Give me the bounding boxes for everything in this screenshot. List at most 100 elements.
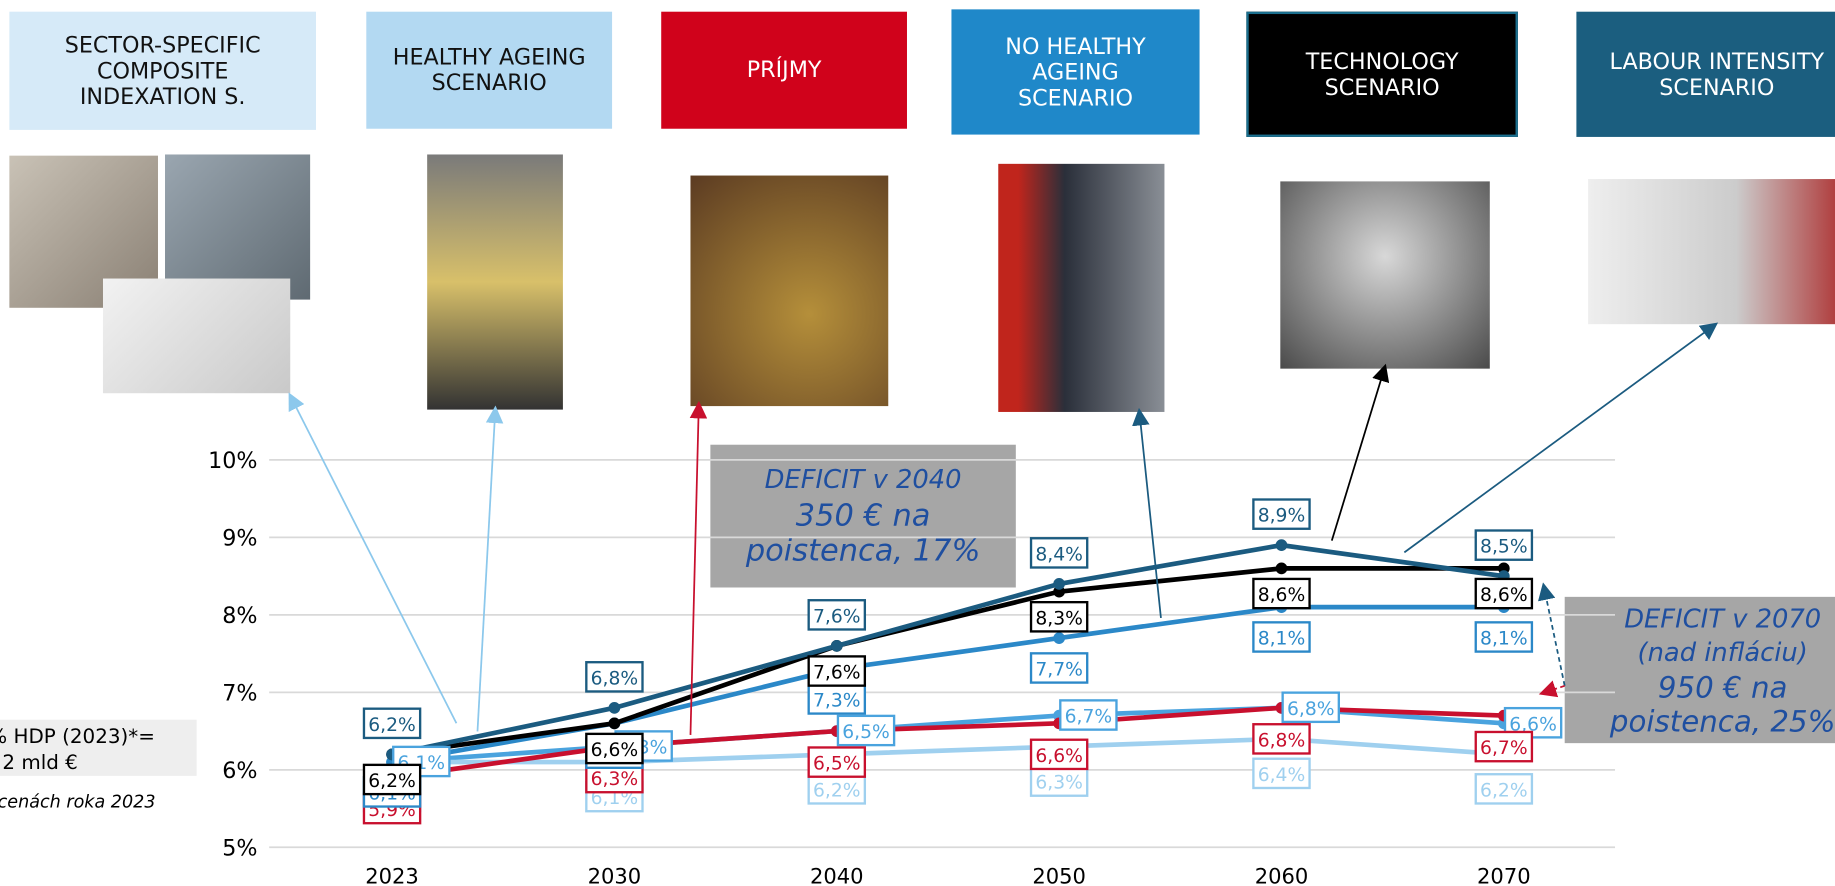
point bbox=[386, 756, 398, 768]
value-label: 8,1% bbox=[1480, 629, 1528, 650]
point bbox=[1498, 563, 1510, 575]
value-label-box bbox=[1476, 622, 1532, 651]
point bbox=[1276, 601, 1288, 613]
note-line: poistenca, 25% bbox=[1565, 704, 1835, 738]
value-label-box bbox=[1476, 774, 1532, 803]
point bbox=[1276, 539, 1288, 551]
value-label-box bbox=[1031, 653, 1087, 682]
photo bbox=[1588, 179, 1835, 324]
value-label-box bbox=[1060, 700, 1116, 729]
point bbox=[1498, 570, 1510, 582]
x-tick-label: 2040 bbox=[810, 864, 864, 886]
point bbox=[1053, 586, 1065, 598]
value-label: 6,6% bbox=[1509, 714, 1557, 735]
point bbox=[1498, 748, 1510, 760]
value-label: 6,6% bbox=[1035, 746, 1083, 767]
scenario-box: HEALTHY AGEING SCENARIO bbox=[366, 12, 612, 129]
value-label-box bbox=[1253, 724, 1309, 753]
value-label: 6,2% bbox=[1480, 780, 1528, 801]
deficit-note: DEFICIT v 2070 (nad infláciu) 950 € na p… bbox=[1565, 597, 1835, 743]
photo bbox=[427, 154, 563, 409]
x-tick-label: 2050 bbox=[1032, 864, 1086, 886]
point bbox=[386, 748, 398, 760]
value-label-box bbox=[1253, 579, 1309, 608]
point bbox=[831, 748, 843, 760]
value-label-box bbox=[364, 765, 420, 794]
scenario-box: NO HEALTHY AGEING SCENARIO bbox=[951, 9, 1199, 134]
line bbox=[392, 708, 1504, 762]
y-tick-label: 7% bbox=[222, 681, 257, 707]
value-label-box bbox=[364, 794, 420, 823]
value-label-box bbox=[1031, 602, 1087, 631]
photo bbox=[690, 176, 888, 407]
value-label: 7,6% bbox=[813, 606, 861, 627]
point bbox=[386, 748, 398, 760]
x-tick-label: 2030 bbox=[588, 864, 642, 886]
value-label: 6,2% bbox=[368, 771, 416, 792]
point bbox=[609, 702, 621, 714]
value-label: 6,1% bbox=[398, 753, 446, 774]
value-label-box bbox=[1505, 708, 1561, 737]
value-label: 8,1% bbox=[1258, 629, 1306, 650]
photo bbox=[1280, 181, 1489, 368]
value-label: 6,8% bbox=[591, 668, 639, 689]
value-label-box bbox=[586, 662, 642, 691]
point bbox=[1276, 733, 1288, 745]
point bbox=[831, 640, 843, 652]
value-label-box bbox=[1476, 579, 1532, 608]
point bbox=[1053, 710, 1065, 722]
value-label-box bbox=[616, 731, 672, 760]
value-label: 7,6% bbox=[813, 663, 861, 684]
point bbox=[1276, 702, 1288, 714]
note-line: poistenca, 17% bbox=[710, 534, 1015, 569]
value-label-box bbox=[1253, 622, 1309, 651]
value-label-box bbox=[586, 734, 642, 763]
note-line: 950 € na bbox=[1565, 670, 1835, 704]
x-tick-label: 2023 bbox=[365, 864, 419, 886]
value-label-box bbox=[809, 774, 865, 803]
point bbox=[609, 717, 621, 729]
value-label: 6,6% bbox=[591, 740, 639, 761]
value-label-box bbox=[1476, 732, 1532, 761]
scenario-box: TECHNOLOGY SCENARIO bbox=[1246, 12, 1518, 137]
value-label: 6,1% bbox=[591, 788, 639, 809]
value-label-box bbox=[1031, 766, 1087, 795]
value-label: 6,6% bbox=[591, 745, 639, 766]
value-label: 8,3% bbox=[1035, 608, 1083, 629]
photo bbox=[103, 279, 290, 394]
scenario-box: SECTOR-SPECIFIC COMPOSITE INDEXATION S. bbox=[9, 12, 316, 130]
value-label-box bbox=[1253, 500, 1309, 529]
value-label-box bbox=[393, 747, 449, 776]
note-line: % HDP (2023)*= bbox=[0, 724, 197, 750]
value-label: 6,2% bbox=[813, 780, 861, 801]
point bbox=[1053, 741, 1065, 753]
value-label: 7,7% bbox=[1035, 660, 1083, 681]
value-label-box bbox=[809, 747, 865, 776]
value-label: 6,7% bbox=[1065, 707, 1113, 728]
value-label: 8,9% bbox=[1258, 506, 1306, 527]
value-label-box bbox=[586, 782, 642, 811]
point bbox=[609, 741, 621, 753]
note-line: 350 € na bbox=[710, 499, 1015, 534]
value-label: 6,1% bbox=[368, 784, 416, 805]
y-tick-label: 6% bbox=[222, 758, 257, 784]
price-note: cenách roka 2023 bbox=[0, 791, 156, 812]
value-label: 6,1% bbox=[368, 788, 416, 809]
value-label: 6,3% bbox=[591, 769, 639, 790]
value-label: 6,2% bbox=[368, 715, 416, 736]
scenario-box: PRÍJMY bbox=[661, 12, 907, 129]
line bbox=[392, 607, 1504, 762]
note-line: 2 mld € bbox=[0, 750, 197, 776]
value-label-box bbox=[1031, 538, 1087, 567]
scenario-box: LABOUR INTENSITY SCENARIO bbox=[1576, 12, 1835, 137]
value-label-box bbox=[364, 777, 420, 806]
note-line: (nad infláciu) bbox=[1565, 636, 1835, 670]
value-label: 8,6% bbox=[1480, 585, 1528, 606]
point bbox=[386, 756, 398, 768]
note-line: DEFICIT v 2070 bbox=[1565, 602, 1835, 636]
line bbox=[392, 708, 1504, 778]
point bbox=[609, 717, 621, 729]
y-tick-label: 8% bbox=[222, 603, 257, 629]
line bbox=[392, 739, 1504, 762]
point bbox=[1053, 717, 1065, 729]
